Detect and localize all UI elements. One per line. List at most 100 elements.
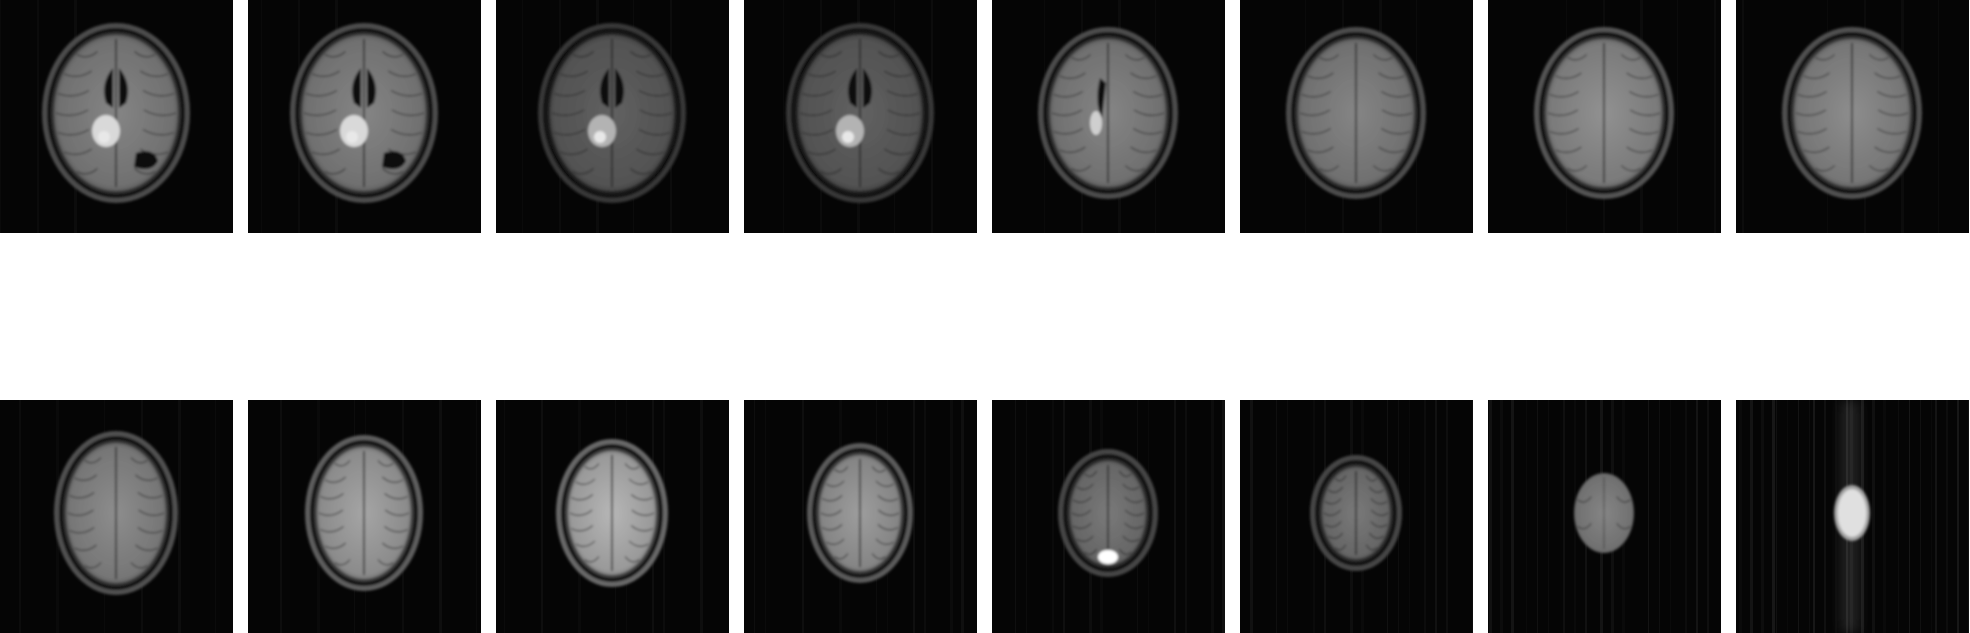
noise-stripe [178,400,181,633]
left-lateral-ventricle [104,68,113,108]
sulcus [575,540,596,547]
noise-stripe [476,400,477,633]
sulcus [551,109,585,116]
noise-stripe [1883,400,1886,633]
noise-stripe [765,400,766,633]
sulcus [1368,532,1384,539]
noise-stripe [1489,400,1492,633]
slice-row-top [0,0,1970,233]
noise-stripe [1500,400,1503,633]
sulcus [883,70,912,77]
mri-slice-14 [1240,400,1473,633]
sulcus [1335,544,1347,551]
sulcus [801,128,834,136]
noise-stripe [1872,400,1875,633]
sulcus [1071,165,1092,172]
mri-slice-15 [1488,400,1721,633]
noise-stripe [1696,400,1698,633]
noise-stripe [280,400,282,633]
mri-slice-7 [1488,0,1721,233]
sulcus [1124,165,1145,172]
sulcus [1868,54,1889,61]
sulcus [1567,54,1588,61]
noise-stripe [1957,400,1959,633]
sulcus [1307,146,1334,153]
noise-stripe [700,400,703,633]
resection-cavity [382,151,406,169]
sulcus [1803,72,1830,79]
sulcus [877,495,899,502]
sulcus [628,540,649,547]
noise-stripe [1761,400,1764,633]
sulcus [624,463,640,470]
noise-stripe [1931,400,1932,633]
sulcus [1547,109,1579,116]
mri-slice-11 [496,400,729,633]
lateral-ventricle [1097,78,1106,118]
noise-stripe [754,400,755,633]
mri-slice-image [248,400,481,633]
sulcus [630,51,652,58]
noise-stripe [1677,0,1678,233]
sulcus [630,525,653,532]
sulcus [638,128,671,136]
sulcus [1795,109,1827,116]
sulcus [878,509,900,516]
noise-stripe [1424,400,1426,633]
sulcus [887,109,921,116]
sulcus [1307,72,1334,79]
mri-slice-9 [0,400,233,633]
sulcus [69,492,95,499]
sulcus [324,51,346,58]
mri-slice-image [0,400,233,633]
mri-slice-4 [744,0,977,233]
sulcus [1555,146,1582,153]
noise-stripe [1968,400,1969,633]
sulcus [64,148,93,155]
sulcus [1620,165,1641,172]
sulcus [312,148,341,155]
sulcus [886,128,919,136]
noise-stripe [1813,400,1815,633]
noise-stripe [522,0,523,233]
sulcus [1365,475,1377,482]
mri-slice-image [1488,400,1721,633]
noise-stripe [541,400,543,633]
sulcus [1323,509,1342,516]
noise-stripe [1537,400,1538,633]
sulcus [377,559,394,566]
noise-stripe [215,400,216,633]
noise-stripe [1276,400,1277,633]
sulcus [877,524,899,531]
noise-stripe [950,400,953,633]
sulcus [1868,165,1889,172]
noise-stripe [1446,400,1448,633]
sulcus [1380,127,1411,135]
sulcus [628,478,649,485]
noise-stripe [1648,400,1649,633]
left-lateral-ventricle [352,68,361,108]
sulcus [381,476,404,483]
noise-stripe [439,400,442,633]
sulcus [1053,90,1084,98]
noise-stripe [1222,400,1225,633]
mri-slice-image [744,400,977,633]
noise-stripe [1511,400,1514,633]
sulcus [1370,521,1388,528]
sulcus [630,168,652,175]
noise-stripe [1472,400,1473,633]
sulcus [381,542,404,549]
sulcus [871,466,886,473]
sulcus [1381,109,1413,116]
noise-stripe [1776,400,1777,633]
sulcus [1084,470,1098,477]
sulcus [1628,127,1659,135]
sulcus [1335,475,1347,482]
sulcus [1053,127,1084,135]
sulcus [391,109,425,116]
noise-stripe [19,400,21,633]
sulcus [1124,54,1145,61]
sulcus [820,51,842,58]
noise-stripe [1739,400,1742,633]
sulcus [571,525,594,532]
